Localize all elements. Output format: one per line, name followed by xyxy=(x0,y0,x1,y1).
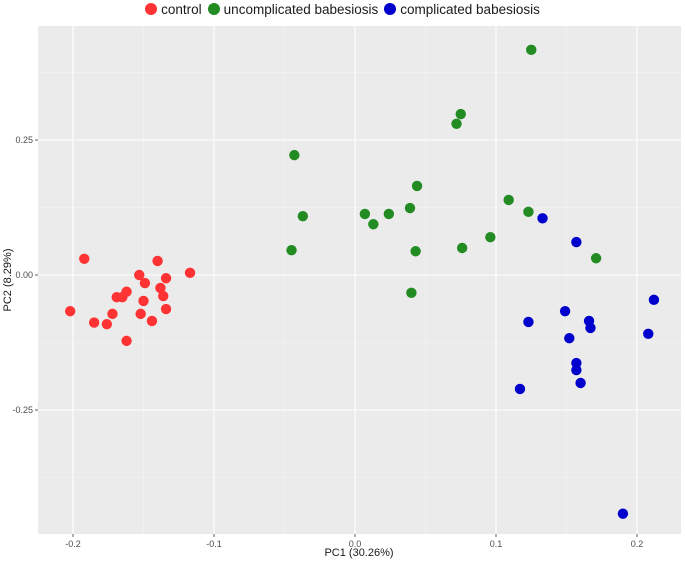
data-point xyxy=(359,208,371,220)
y-tick-label: 0.00 xyxy=(15,270,33,280)
data-point xyxy=(571,236,582,248)
data-point xyxy=(451,118,462,129)
data-point xyxy=(590,253,602,264)
x-tick-label: -0.1 xyxy=(206,539,222,549)
data-point xyxy=(648,294,660,306)
x-tick-label: -0.2 xyxy=(65,539,81,549)
y-tick-label: -0.25 xyxy=(12,405,33,415)
data-point xyxy=(121,335,132,347)
data-point xyxy=(79,253,90,264)
data-point xyxy=(297,210,309,222)
data-point xyxy=(152,255,163,267)
data-point xyxy=(485,232,496,243)
data-point xyxy=(523,206,534,218)
legend-label: complicated babesiosis xyxy=(400,1,540,17)
data-point xyxy=(286,244,297,256)
data-point xyxy=(455,108,466,120)
uncomplicated-dot-icon xyxy=(207,3,220,15)
legend-label: control xyxy=(161,1,202,17)
data-point xyxy=(160,303,172,315)
data-point xyxy=(134,269,145,281)
x-tick-label: 0.1 xyxy=(490,539,503,549)
data-point xyxy=(411,180,423,192)
y-axis-ticks: 0.25 0.00 -0.25 xyxy=(12,135,38,415)
data-point xyxy=(643,328,654,340)
data-point xyxy=(368,219,379,230)
data-point xyxy=(139,277,151,289)
data-point xyxy=(503,194,514,206)
y-tick-label: 0.25 xyxy=(15,135,33,145)
data-point xyxy=(138,295,149,307)
data-point xyxy=(155,282,166,294)
data-point xyxy=(160,273,172,284)
legend-item-uncomplicated: uncomplicated babesiosis xyxy=(207,1,379,17)
data-point xyxy=(585,322,596,334)
data-point xyxy=(121,286,132,297)
data-point xyxy=(64,305,76,317)
data-point xyxy=(514,383,526,395)
data-point xyxy=(575,377,586,389)
data-point xyxy=(101,318,113,330)
x-axis-title: PC1 (30.26%) xyxy=(324,547,393,559)
data-point xyxy=(537,213,548,224)
data-point xyxy=(456,242,468,254)
control-dot-icon xyxy=(145,3,158,15)
data-point xyxy=(571,364,582,376)
legend-label: uncomplicated babesiosis xyxy=(223,1,379,17)
plot-panel xyxy=(38,26,681,534)
x-tick-label: 0.2 xyxy=(631,539,644,549)
data-point xyxy=(158,290,169,302)
major-gridlines xyxy=(38,26,681,534)
data-point xyxy=(289,149,300,161)
complicated-dot-icon xyxy=(384,3,397,15)
data-point xyxy=(559,305,571,317)
data-points xyxy=(64,44,660,519)
legend: control uncomplicated babesiosis complic… xyxy=(0,0,685,18)
data-point xyxy=(406,287,417,299)
x-axis-ticks: -0.2 -0.1 0.0 0.1 0.2 xyxy=(65,534,643,549)
data-point xyxy=(383,208,395,220)
data-point xyxy=(404,202,416,214)
data-point xyxy=(135,308,146,320)
data-point xyxy=(88,317,100,328)
legend-item-control: control xyxy=(145,2,202,17)
data-point xyxy=(146,315,158,327)
data-point xyxy=(564,332,575,344)
data-point xyxy=(526,44,537,56)
x-tick-label: 0.0 xyxy=(349,539,362,549)
data-point xyxy=(107,308,118,320)
data-point xyxy=(617,508,629,519)
legend-item-complicated: complicated babesiosis xyxy=(384,2,540,17)
minor-gridlines xyxy=(38,26,681,534)
y-axis-title: PC2 (8.29%) xyxy=(2,249,14,312)
data-point xyxy=(410,246,421,257)
data-point xyxy=(184,267,196,279)
data-point xyxy=(523,316,534,328)
